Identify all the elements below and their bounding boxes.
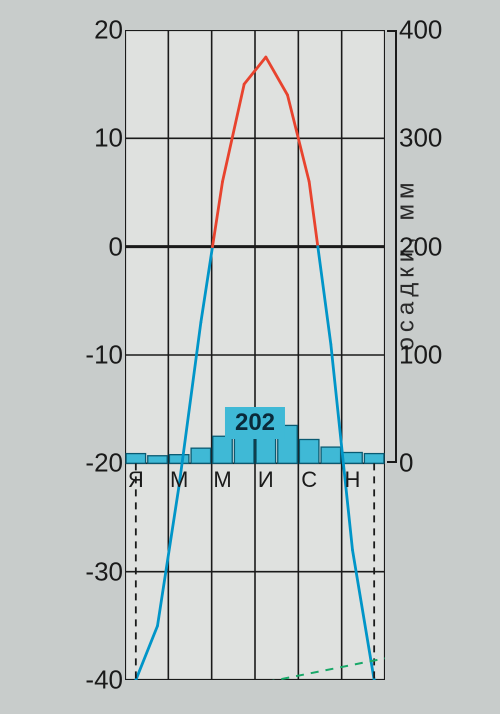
left-tick: 0 [109, 231, 123, 262]
month-label: М [213, 467, 231, 493]
month-label: С [301, 467, 317, 493]
month-label: И [258, 467, 274, 493]
right-tick: 0 [399, 448, 413, 479]
plot-svg [125, 30, 385, 680]
plot-area: 20100-10-20-30-404003002001000ЯММИСН202 [125, 30, 385, 680]
right-tick: 300 [399, 123, 442, 154]
chart-container: температура,°C осадки, мм 20100-10-20-30… [25, 15, 475, 700]
left-tick: 20 [94, 15, 123, 46]
month-label: Я [128, 467, 144, 493]
precip-total-annotation: 202 [225, 407, 285, 439]
left-tick: -40 [85, 665, 123, 696]
left-tick: -10 [85, 340, 123, 371]
month-label: Н [345, 467, 361, 493]
right-tick: 200 [399, 231, 442, 262]
right-tick: 400 [399, 15, 442, 46]
left-tick: -20 [85, 448, 123, 479]
left-tick: -30 [85, 556, 123, 587]
right-tick: 100 [399, 340, 442, 371]
month-label: М [170, 467, 188, 493]
right-axis-bracket [387, 30, 397, 463]
left-tick: 10 [94, 123, 123, 154]
